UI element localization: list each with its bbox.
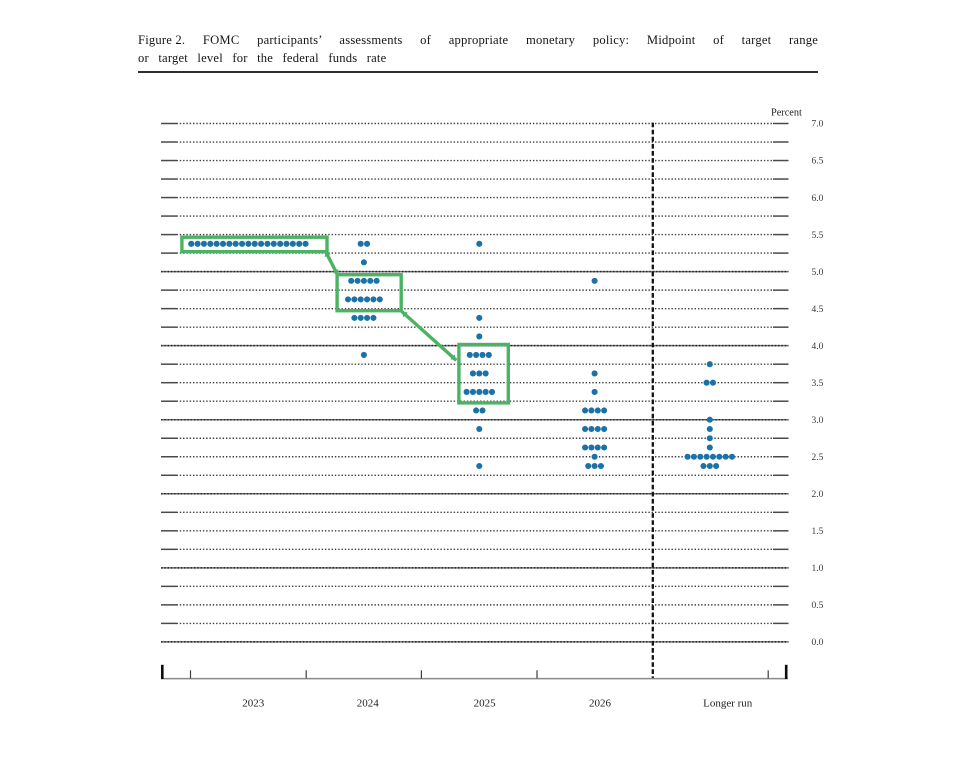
svg-text:1.5: 1.5 (812, 527, 824, 537)
svg-text:7.0: 7.0 (812, 120, 824, 130)
svg-text:5.5: 5.5 (812, 231, 824, 241)
svg-text:2.0: 2.0 (812, 490, 824, 500)
svg-text:0.0: 0.0 (812, 638, 824, 648)
svg-text:2025: 2025 (474, 698, 497, 710)
svg-text:0.5: 0.5 (812, 601, 824, 611)
svg-text:1.0: 1.0 (812, 564, 824, 574)
svg-text:6.5: 6.5 (812, 157, 824, 167)
svg-text:Percent: Percent (771, 108, 802, 119)
svg-text:3.0: 3.0 (812, 416, 824, 426)
svg-text:4.5: 4.5 (812, 305, 824, 315)
svg-text:2024: 2024 (357, 698, 380, 710)
svg-text:3.5: 3.5 (812, 379, 824, 389)
svg-text:4.0: 4.0 (812, 342, 824, 352)
svg-text:2.5: 2.5 (812, 453, 824, 463)
svg-text:5.0: 5.0 (812, 268, 824, 278)
svg-text:2023: 2023 (242, 698, 265, 710)
svg-text:Longer run: Longer run (703, 698, 753, 710)
svg-text:6.0: 6.0 (812, 194, 824, 204)
svg-text:2026: 2026 (589, 698, 612, 710)
